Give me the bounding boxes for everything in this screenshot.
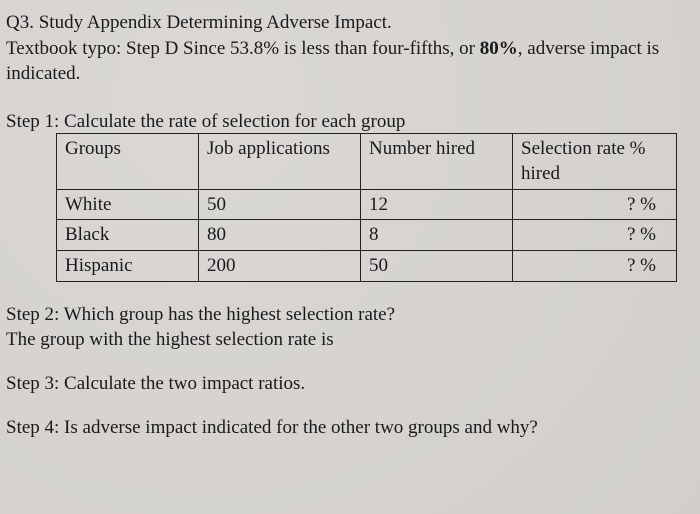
step2-line1: Step 2: Which group has the highest sele… <box>6 302 694 328</box>
intro-line-2-pre: Textbook typo: Step D Since 53.8% is les… <box>6 38 480 59</box>
cell-hired: 12 <box>361 189 513 220</box>
cell-group: White <box>57 189 199 220</box>
cell-apps: 80 <box>199 220 361 251</box>
intro-line-2-post: , adverse impact is <box>518 38 659 59</box>
intro-line-1: Q3. Study Appendix Determining Adverse I… <box>6 10 694 36</box>
cell-hired: 8 <box>361 220 513 251</box>
cell-group: Hispanic <box>57 251 199 282</box>
cell-rate: ? % <box>513 220 677 251</box>
step3-line: Step 3: Calculate the two impact ratios. <box>6 371 694 397</box>
question-intro: Q3. Study Appendix Determining Adverse I… <box>6 10 694 87</box>
intro-line-2-bold: 80% <box>480 38 518 59</box>
step1-heading: Step 1: Calculate the rate of selection … <box>6 109 694 135</box>
cell-apps: 200 <box>199 251 361 282</box>
header-rate: Selection rate % hired <box>513 133 677 189</box>
table-row: White 50 12 ? % <box>57 189 677 220</box>
header-apps: Job applications <box>199 133 361 189</box>
table-row: Hispanic 200 50 ? % <box>57 251 677 282</box>
table-header-row: Groups Job applications Number hired Sel… <box>57 133 677 189</box>
header-hired: Number hired <box>361 133 513 189</box>
intro-line-3: indicated. <box>6 61 694 87</box>
header-rate-line1: Selection rate % <box>521 136 668 162</box>
header-rate-line2: hired <box>521 161 668 187</box>
cell-apps: 50 <box>199 189 361 220</box>
step2-line2: The group with the highest selection rat… <box>6 327 694 353</box>
cell-rate: ? % <box>513 251 677 282</box>
step2-block: Step 2: Which group has the highest sele… <box>6 302 694 353</box>
table-row: Black 80 8 ? % <box>57 220 677 251</box>
header-groups: Groups <box>57 133 199 189</box>
intro-line-2: Textbook typo: Step D Since 53.8% is les… <box>6 36 694 62</box>
step4-line: Step 4: Is adverse impact indicated for … <box>6 415 694 441</box>
cell-hired: 50 <box>361 251 513 282</box>
selection-rate-table: Groups Job applications Number hired Sel… <box>56 133 677 282</box>
cell-rate: ? % <box>513 189 677 220</box>
cell-group: Black <box>57 220 199 251</box>
